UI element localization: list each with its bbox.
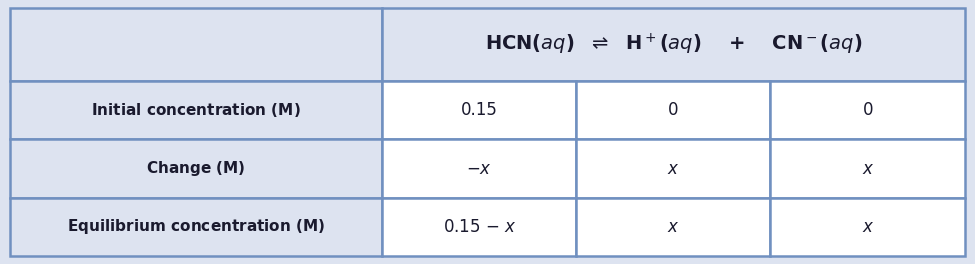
Text: Equilibrium concentration ($\mathbf{M}$): Equilibrium concentration ($\mathbf{M}$) <box>67 218 326 237</box>
Text: 0: 0 <box>668 101 679 119</box>
Text: 0.15: 0.15 <box>461 101 498 119</box>
FancyBboxPatch shape <box>770 139 965 198</box>
Text: HCN($\it{aq}$)  $\rightleftharpoons$  H$^+$($\it{aq}$)    +    CN$^-$($\it{aq}$): HCN($\it{aq}$) $\rightleftharpoons$ H$^+… <box>486 32 863 57</box>
Text: 0: 0 <box>863 101 873 119</box>
FancyBboxPatch shape <box>576 139 770 198</box>
Text: Change ($\mathbf{M}$): Change ($\mathbf{M}$) <box>146 159 246 178</box>
Text: $\it{x}$: $\it{x}$ <box>862 160 874 178</box>
Text: Initial concentration ($\mathbf{M}$): Initial concentration ($\mathbf{M}$) <box>92 101 301 119</box>
Text: $\it{x}$: $\it{x}$ <box>667 218 680 236</box>
FancyBboxPatch shape <box>382 198 576 256</box>
Text: −$\it{x}$: −$\it{x}$ <box>466 160 492 178</box>
FancyBboxPatch shape <box>10 81 382 139</box>
FancyBboxPatch shape <box>576 198 770 256</box>
FancyBboxPatch shape <box>382 8 965 81</box>
FancyBboxPatch shape <box>770 81 965 139</box>
FancyBboxPatch shape <box>10 8 382 81</box>
FancyBboxPatch shape <box>576 81 770 139</box>
FancyBboxPatch shape <box>382 139 576 198</box>
FancyBboxPatch shape <box>770 198 965 256</box>
Text: 0.15 − $\it{x}$: 0.15 − $\it{x}$ <box>443 218 516 236</box>
Text: $\it{x}$: $\it{x}$ <box>667 160 680 178</box>
FancyBboxPatch shape <box>10 139 382 198</box>
FancyBboxPatch shape <box>10 198 382 256</box>
Text: $\it{x}$: $\it{x}$ <box>862 218 874 236</box>
FancyBboxPatch shape <box>382 81 576 139</box>
